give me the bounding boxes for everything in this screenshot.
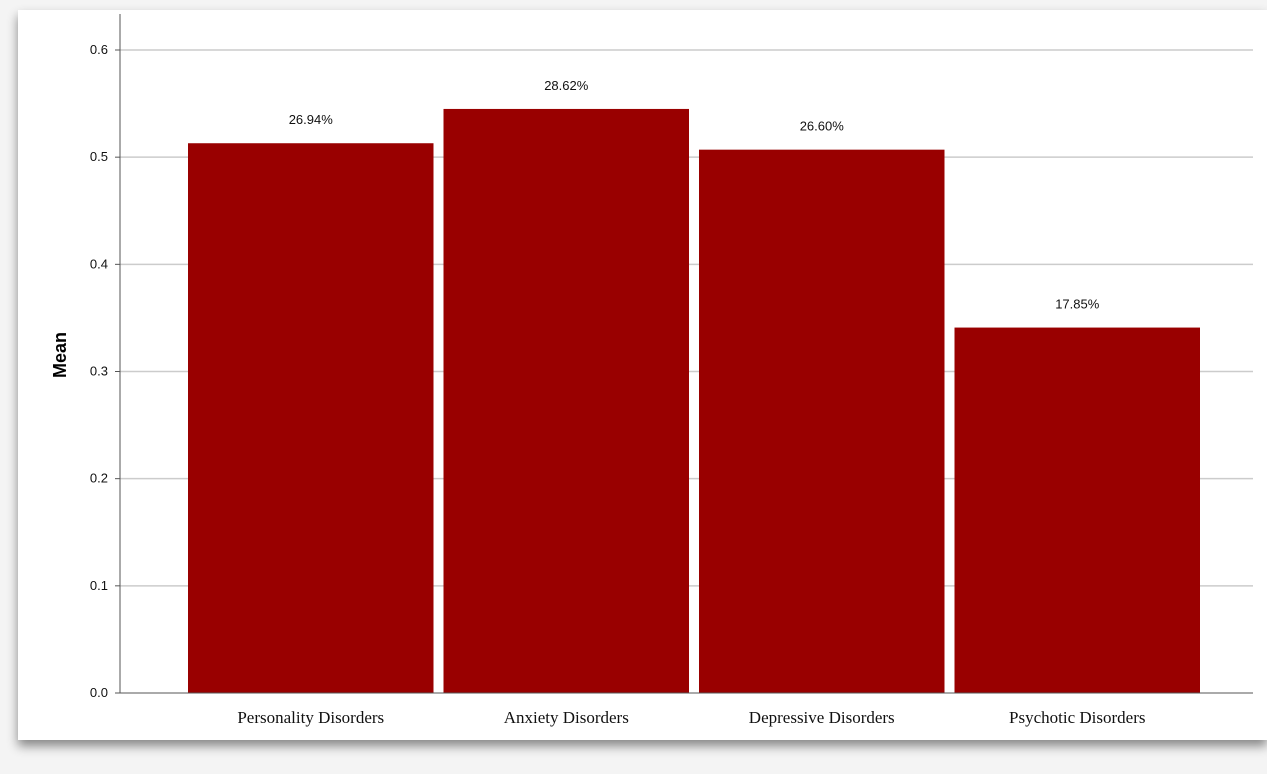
y-tick-label: 0.3 bbox=[90, 364, 108, 379]
data-label: 17.85% bbox=[1055, 297, 1100, 312]
bar bbox=[699, 149, 945, 694]
y-tick-label: 0.2 bbox=[90, 471, 108, 486]
y-tick-label: 0.1 bbox=[90, 578, 108, 593]
bars bbox=[188, 108, 1200, 694]
y-tick-label: 0.5 bbox=[90, 149, 108, 164]
x-tick-label: Personality Disorders bbox=[237, 708, 384, 727]
x-tick-label: Psychotic Disorders bbox=[1009, 708, 1145, 727]
labels: 0.0 0.1 0.2 0.3 0.4 0.5 0.6 26.94% Personality D… bbox=[90, 42, 1146, 727]
data-label: 26.60% bbox=[800, 119, 845, 134]
data-label: 26.94% bbox=[289, 112, 334, 127]
y-axis-title: Mean bbox=[50, 332, 70, 378]
bar bbox=[954, 327, 1200, 693]
bar bbox=[443, 108, 689, 694]
y-tick-label: 0.6 bbox=[90, 42, 108, 57]
data-label: 28.62% bbox=[544, 78, 589, 93]
bar bbox=[188, 143, 434, 694]
y-tick-label: 0.4 bbox=[90, 256, 108, 271]
axes bbox=[115, 14, 1253, 694]
x-tick-label: Depressive Disorders bbox=[749, 708, 895, 727]
x-tick-label: Anxiety Disorders bbox=[504, 708, 629, 727]
y-tick-label: 0.0 bbox=[90, 685, 108, 700]
